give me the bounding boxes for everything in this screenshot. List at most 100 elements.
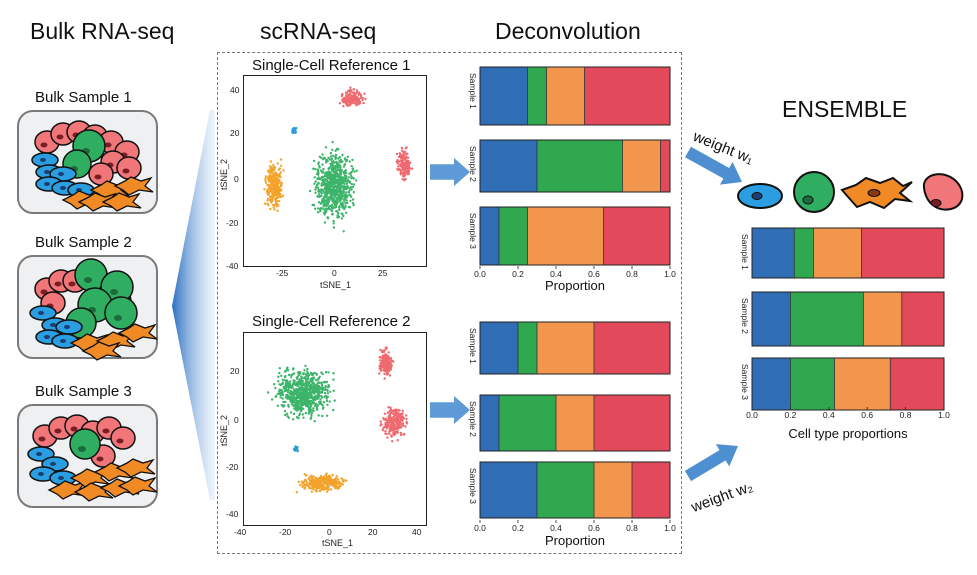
- tsne-point: [304, 373, 308, 376]
- tsne-point: [282, 405, 285, 408]
- bar-segment: [861, 228, 944, 278]
- tsne-point: [319, 207, 323, 210]
- bar-outline: [751, 227, 945, 279]
- tsne-point: [301, 395, 304, 398]
- tsne-point: [338, 156, 342, 159]
- bar-segment: [584, 67, 670, 125]
- tsne-point: [328, 181, 331, 184]
- tsne-point: [398, 409, 401, 412]
- tsne-point: [312, 407, 315, 410]
- x-axis-label: Proportion: [545, 278, 605, 293]
- x-tick-label: 0.4: [550, 523, 562, 533]
- tsne-point: [312, 392, 316, 395]
- tsne-point: [285, 412, 289, 415]
- tsne-point: [322, 400, 326, 404]
- tsne-point: [272, 183, 275, 186]
- tsne-point: [325, 159, 328, 162]
- blue-cell-nucleus: [58, 476, 64, 480]
- tsne-point: [327, 474, 330, 478]
- tsne-point: [348, 181, 352, 184]
- tsne-point: [305, 385, 308, 388]
- tsne-point: [334, 203, 338, 207]
- tsne-point: [310, 481, 313, 484]
- tsne1-ytick: 20: [230, 128, 240, 138]
- tsne-point: [340, 477, 343, 480]
- bulk-sample-1-box: [17, 110, 158, 214]
- tsne-point: [355, 169, 358, 172]
- tsne-point: [263, 188, 266, 191]
- tsne-point: [399, 431, 403, 435]
- bar-segment: [480, 207, 499, 265]
- tsne-point: [322, 208, 326, 211]
- tsne-point: [346, 180, 349, 184]
- tsne-point: [279, 158, 283, 161]
- tsne-point: [319, 388, 322, 391]
- tsne-point: [379, 361, 382, 365]
- tsne-point: [284, 382, 287, 386]
- tsne-point: [264, 175, 268, 178]
- tsne-point: [317, 182, 320, 185]
- tsne-point: [407, 171, 410, 174]
- right-arrow-icon: [430, 158, 470, 186]
- green-cell-nucleus: [78, 446, 86, 452]
- tsne-point: [329, 152, 333, 155]
- tsne-point: [317, 190, 320, 193]
- tsne-point: [293, 391, 296, 395]
- tsne-point: [272, 178, 276, 182]
- bar-row-label: Sample 1: [468, 328, 478, 364]
- tsne-point: [287, 391, 290, 394]
- tsne-point: [353, 98, 356, 101]
- tsne-point: [296, 409, 299, 412]
- tsne-point: [308, 384, 311, 388]
- tsne-point: [355, 104, 358, 107]
- tsne-point: [405, 422, 409, 425]
- tsne-point: [323, 221, 327, 224]
- tsne-point: [309, 377, 312, 381]
- tsne-point: [318, 178, 322, 181]
- tsne-point: [390, 434, 393, 438]
- x-tick-label: 0.4: [550, 269, 562, 279]
- tsne-point: [349, 174, 353, 177]
- tsne-point: [329, 192, 332, 195]
- tsne-point: [300, 387, 303, 390]
- bar-segment: [594, 462, 632, 518]
- tsne-point: [291, 384, 294, 387]
- tsne-point: [343, 96, 347, 100]
- tsne-point: [312, 400, 315, 403]
- tsne-point: [349, 199, 352, 202]
- tsne-point: [332, 178, 335, 181]
- bulk-sample-1-title: Bulk Sample 1: [35, 89, 132, 106]
- tsne1-ytick: -40: [226, 261, 239, 271]
- tsne-point: [316, 391, 319, 394]
- tsne-point: [344, 201, 347, 205]
- tsne-point: [314, 395, 318, 398]
- x-tick-label: 1.0: [938, 410, 950, 420]
- tsne-point: [322, 156, 326, 160]
- tsne-point: [273, 383, 276, 386]
- tsne-point: [333, 195, 337, 198]
- tsne-point: [399, 159, 403, 162]
- bar-segment: [537, 322, 594, 374]
- bar-segment: [790, 292, 864, 346]
- tsne2-ytick: -20: [226, 462, 239, 472]
- tsne-point: [349, 186, 353, 189]
- tsne2-xlabel: tSNE_1: [322, 538, 354, 548]
- tsne-point: [392, 360, 395, 363]
- tsne-point: [407, 169, 411, 172]
- orange-cell: [101, 192, 142, 212]
- tsne-point: [355, 179, 358, 182]
- tsne-point: [337, 189, 341, 192]
- bar-row-label: Sample 1: [468, 73, 478, 109]
- tsne-point: [339, 173, 343, 176]
- tsne-point: [329, 158, 333, 161]
- tsne-point: [331, 164, 334, 167]
- tsne-point: [266, 183, 270, 187]
- tsne-point: [330, 198, 334, 201]
- bar-segment: [480, 140, 537, 192]
- tsne-point: [285, 380, 288, 384]
- tsne-point: [284, 400, 287, 404]
- tsne-point: [406, 152, 409, 155]
- tsne-point: [329, 390, 332, 393]
- tsne-point: [389, 357, 393, 360]
- tsne-point: [281, 382, 284, 386]
